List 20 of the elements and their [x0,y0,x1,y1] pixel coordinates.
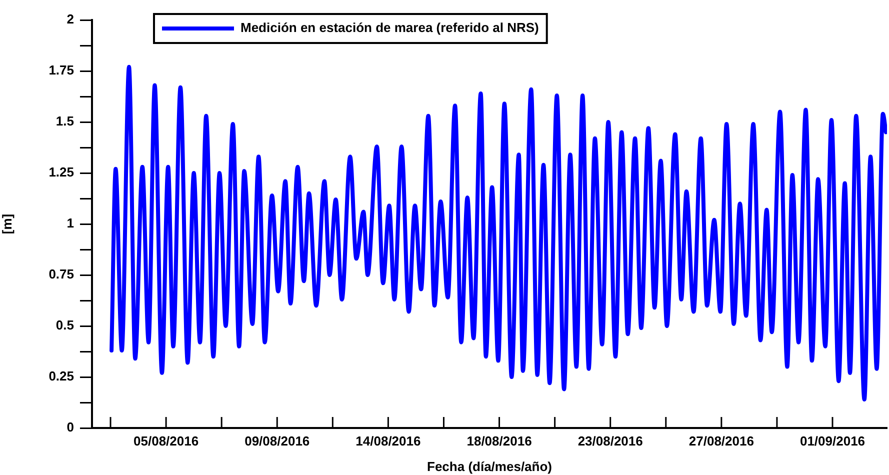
y-tick-label: 1.25 [48,164,74,180]
y-axis-title: [m] [0,214,14,234]
x-tick-label: 09/08/2016 [244,433,310,448]
y-tick-label: 0.75 [48,266,74,282]
y-tick-label: 1.75 [48,62,74,78]
x-tick-label: 23/08/2016 [578,433,643,448]
x-tick-label: 27/08/2016 [688,433,754,448]
y-tick-label: 2 [66,12,74,27]
y-tick-label: 0 [66,420,74,435]
y-tick-label: 1.5 [56,114,74,129]
text: Medición en estación de marea (referido al NRS) [240,20,539,36]
x-tick-label: 01/09/2016 [800,433,866,448]
x-tick-label: 14/08/2016 [356,433,421,448]
y-tick-label: 0.5 [56,318,74,333]
x-tick-label: 05/08/2016 [134,433,199,448]
line-series [110,64,887,402]
x-axis-title: Fecha (día/mes/año) [427,458,552,474]
y-tick-label: 0.25 [48,368,74,384]
y-tick-label: 1 [66,216,74,231]
x-tick-label: 18/08/2016 [466,433,532,448]
